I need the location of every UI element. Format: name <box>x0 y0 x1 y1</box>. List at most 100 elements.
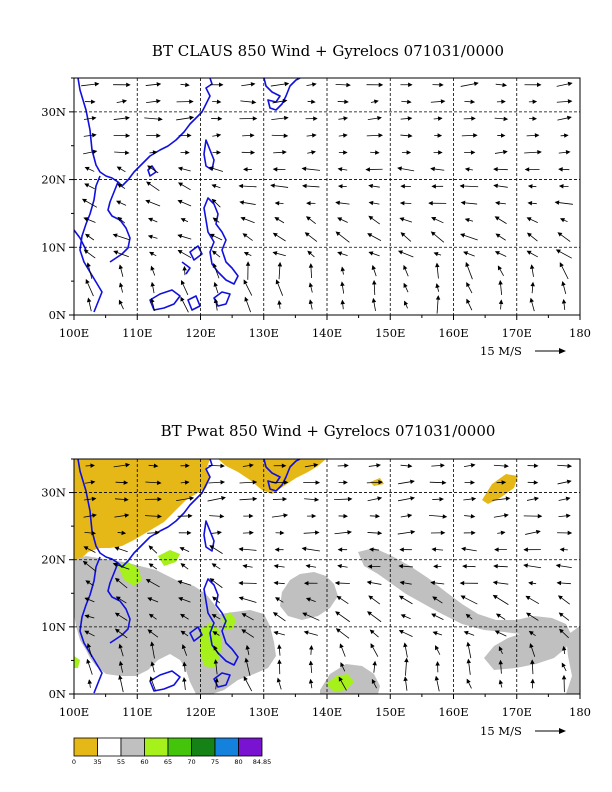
wind-vector <box>84 597 95 603</box>
wind-vector <box>272 612 286 622</box>
y-tick-label: 10N <box>41 240 66 254</box>
wind-vector <box>276 677 282 690</box>
wind-vector <box>244 657 251 676</box>
wind-vector <box>176 99 194 104</box>
wind-vector <box>397 166 415 172</box>
wind-vector <box>213 645 219 655</box>
wind-vector <box>146 181 160 191</box>
wind-vector <box>118 674 124 693</box>
wind-vector <box>145 496 162 502</box>
wind-vector <box>367 233 382 241</box>
wind-vector <box>466 298 473 311</box>
wind-vector <box>463 630 475 636</box>
wind-vector <box>559 547 568 552</box>
wind-vector <box>147 597 159 603</box>
wind-vector <box>243 513 254 519</box>
wind-vector <box>177 182 191 191</box>
wind-vector <box>274 217 285 224</box>
colorbar-label: 60 <box>140 758 148 766</box>
y-tick-label: 10N <box>41 620 66 634</box>
wind-vector <box>367 115 382 121</box>
wind-vector <box>208 463 225 469</box>
wind-vector <box>465 261 473 280</box>
wind-vector <box>555 249 572 259</box>
wind-vector <box>271 133 289 138</box>
pwat-region-55-60-small <box>94 572 108 584</box>
wind-vector <box>526 250 538 258</box>
wind-vector <box>435 283 440 292</box>
wind-vector <box>497 265 504 276</box>
colorbar-swatch <box>191 737 216 757</box>
wind-vector <box>272 251 286 257</box>
wind-vector <box>243 251 252 257</box>
colorbar-swatch <box>73 737 98 757</box>
wind-vector <box>558 167 570 172</box>
colorbar-label: 35 <box>93 758 101 766</box>
wind-vector <box>305 597 316 603</box>
wind-vector <box>400 614 411 620</box>
wind-vector <box>493 513 509 518</box>
wind-vector <box>434 675 440 692</box>
wind-vector <box>460 233 478 241</box>
wind-vector <box>149 251 157 257</box>
wind-vector <box>178 133 192 138</box>
wind-vector <box>212 631 220 636</box>
wind-vector <box>431 184 444 189</box>
wind-vector <box>239 479 258 485</box>
wind-vector <box>524 149 542 155</box>
wind-vector <box>273 150 287 155</box>
wind-vector <box>209 514 225 519</box>
wind-vector <box>403 676 408 691</box>
wind-vector <box>212 133 222 138</box>
wind-vector <box>182 661 187 672</box>
wind-vector <box>148 463 159 469</box>
wind-vector <box>211 563 221 570</box>
wind-vector <box>308 660 314 673</box>
wind-vector <box>432 496 444 502</box>
wind-vector <box>83 116 97 121</box>
wind-vector <box>85 233 95 241</box>
wind-vector <box>243 167 252 172</box>
colorbar-label: 84.85 <box>253 758 272 766</box>
wind-vector <box>466 678 472 689</box>
wind-vector <box>498 646 503 654</box>
wind-vector <box>526 232 538 242</box>
wind-vector <box>560 218 568 223</box>
wind-vector <box>558 496 571 502</box>
wind-vector <box>523 547 541 552</box>
wind-vector <box>496 99 506 104</box>
wind-vector <box>334 580 350 586</box>
wind-vector <box>494 116 509 122</box>
wind-vector <box>400 513 413 518</box>
wind-vector <box>432 596 443 604</box>
wind-vector <box>430 166 445 172</box>
wind-vector <box>370 150 380 155</box>
wind-vector <box>208 166 224 172</box>
wind-vector <box>398 595 413 605</box>
wind-vector <box>337 167 348 172</box>
x-tick-label: 110E <box>122 705 152 719</box>
pwat-region-55-60-east-edge <box>566 626 580 694</box>
y-tick-label: 20N <box>41 173 66 187</box>
wind-vector <box>431 463 445 468</box>
x-tick-label: 160E <box>438 705 468 719</box>
wind-vector <box>461 546 477 552</box>
x-tick-label: 100E <box>59 326 89 340</box>
wind-vector <box>372 279 377 296</box>
wind-vector <box>83 149 98 155</box>
wind-vector <box>401 150 412 155</box>
wind-vector <box>435 645 441 655</box>
wind-vector <box>498 659 503 674</box>
wind-vector <box>178 530 192 536</box>
wind-vector <box>400 133 413 138</box>
wind-vector <box>561 662 567 672</box>
wind-vector <box>273 630 285 636</box>
x-tick-label: 150E <box>375 326 405 340</box>
wind-vector <box>83 513 97 518</box>
wind-vector <box>529 116 537 121</box>
wind-vector <box>214 677 219 690</box>
wind-vector <box>369 513 380 519</box>
wind-vector <box>337 184 347 189</box>
reference-arrowhead-bottom <box>559 728 566 734</box>
wind-vector <box>238 546 257 552</box>
